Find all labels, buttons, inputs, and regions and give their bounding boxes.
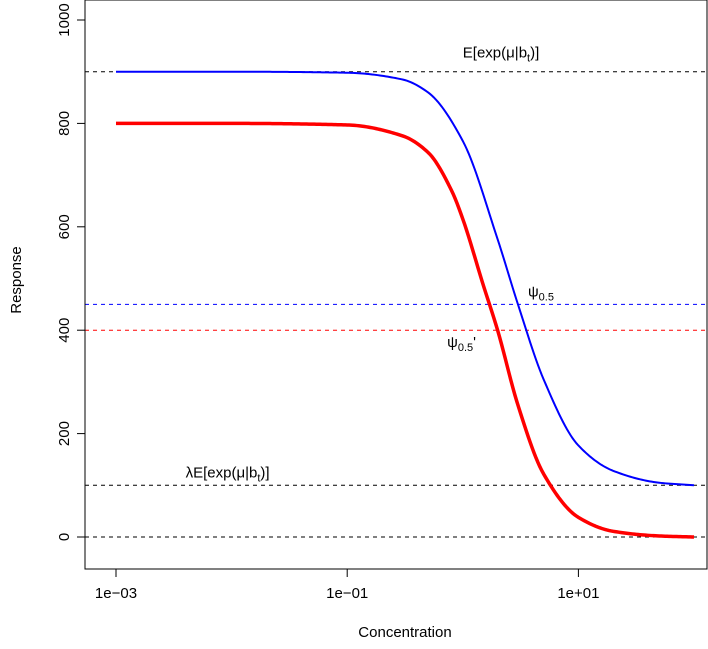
annotation-psi-blue: ψ0.5 [528, 283, 554, 303]
x-axis-label: Concentration [358, 624, 451, 641]
annotation-bottom: λE[exp(μ|bt)] [186, 464, 270, 484]
y-tick-label-4: 800 [56, 111, 73, 136]
y-tick-label-5: 1000 [56, 3, 73, 36]
curves [116, 70, 695, 539]
y-tick-label-0: 0 [56, 533, 73, 541]
annotation-psi-red: ψ0.5' [447, 334, 476, 354]
y-tick-label-3: 600 [56, 214, 73, 239]
plot-frame [84, 0, 708, 570]
x-tick-label-2: 1e+01 [557, 585, 599, 602]
x-tick-label-0: 1e−03 [95, 585, 137, 602]
y-tick-label-2: 400 [56, 318, 73, 343]
x-tick-label-1: 1e−01 [326, 585, 368, 602]
series-line-1 [116, 121, 695, 539]
y-tick-label-1: 200 [56, 421, 73, 446]
x-axis: 1e−03 1e−01 1e+01 [95, 568, 599, 602]
y-axis: 0 200 400 600 800 1000 [56, 3, 86, 541]
annotations: E[exp(μ|bt)] λE[exp(μ|bt)] ψ0.5 ψ0.5' [186, 45, 554, 485]
annotation-top: E[exp(μ|bt)] [463, 45, 539, 65]
y-axis-label: Response [8, 246, 25, 314]
series-line-0 [116, 70, 695, 487]
reference-lines [85, 71, 707, 538]
